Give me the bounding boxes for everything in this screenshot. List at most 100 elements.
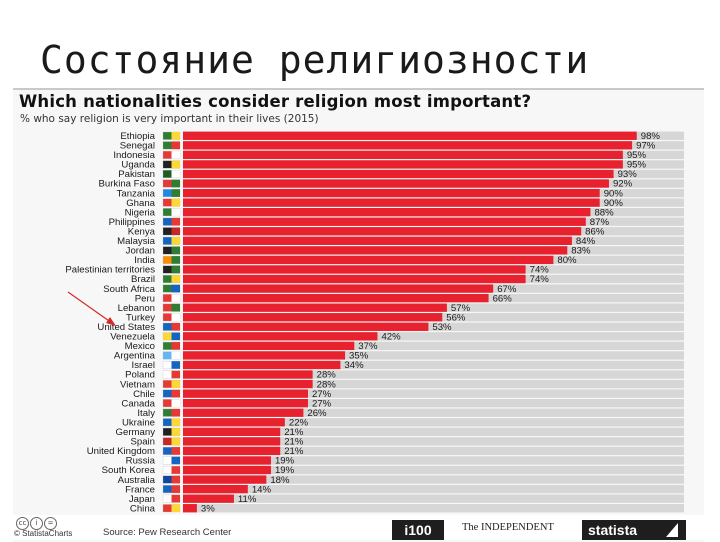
flag-icon-part [171,332,180,341]
category-label: Kenya [128,226,156,237]
bar [183,504,197,513]
annotation-arrow-head [106,317,116,326]
flag-icon-part [171,485,180,493]
value-label: 18% [270,475,290,486]
value-label: 98% [641,131,661,142]
category-label: United Kingdom [87,446,155,457]
category-label: Mexico [125,341,155,352]
flag-icon-part [171,227,180,236]
bar [183,293,489,303]
bar [183,322,429,331]
bar [183,360,341,370]
category-label: Venezuela [110,332,155,343]
value-label: 87% [590,217,610,228]
flag-icon-part [171,217,180,226]
category-label: Vietnam [120,379,155,390]
flag-icon-part [171,313,180,321]
category-label: Turkey [126,312,155,323]
bar [183,313,443,322]
bar [183,188,600,198]
bar [183,160,623,169]
value-label: 74% [530,265,550,276]
value-label: 19% [275,456,295,467]
flag-icon-part [171,370,180,379]
category-label: Lebanon [118,303,155,314]
value-label: 83% [571,246,591,257]
category-label: United States [97,322,155,333]
value-label: 28% [317,370,337,381]
bar [183,208,591,217]
category-label: Australia [118,475,156,486]
flag-icon-part [171,151,180,159]
bar [183,437,281,446]
bar [183,465,271,475]
statista-logo: statista [582,520,686,540]
category-label: Argentina [114,351,156,362]
row-track [183,446,684,456]
value-label: 11% [238,494,257,505]
annotation-arrow-line [67,291,113,324]
row-track [183,475,684,484]
value-label: 53% [432,322,452,333]
bar [183,379,313,389]
bar [183,341,355,351]
value-label: 97% [636,141,656,152]
creative-commons-icon: cc [16,517,29,530]
value-label: 57% [451,303,471,314]
statista-logo-mark [666,523,678,537]
chart-subtitle: % who say religion is very important in … [20,113,319,125]
flag-icon-part [171,418,180,427]
bar [183,141,633,150]
value-label: 95% [627,150,647,161]
category-label: Jordan [126,246,155,257]
flag-icon-part [171,170,180,178]
flag-icon-part [171,408,180,417]
bar [183,399,309,408]
flag-icon-part [171,323,180,331]
bar [183,446,281,456]
value-label: 37% [358,341,378,352]
bar [183,475,267,484]
row-track [183,322,684,331]
bar [183,227,582,236]
row-track [183,494,684,503]
value-label: 26% [307,408,327,419]
chart-title: Which nationalities consider religion mo… [19,92,532,111]
value-label: 86% [585,226,605,237]
flag-icon-part [171,275,180,283]
flag-icon-part [171,428,180,436]
value-label: 74% [530,274,550,285]
flag-icon-part [171,179,180,188]
flag-icon-part [171,208,180,216]
value-label: 21% [284,446,304,457]
bar [183,169,614,179]
flag-icon-part [171,294,180,302]
value-label: 42% [381,332,401,343]
row-track [183,465,684,475]
row-track [183,360,684,370]
category-label: Israel [132,360,155,371]
slide-title: Состояние религиозности [40,38,590,82]
flag-icon-part [171,284,180,293]
flag-icon-part [171,132,180,140]
flag-icon-part [171,456,180,465]
row-track [183,504,684,513]
flag-icon-part [171,475,180,484]
value-label: 56% [446,312,466,323]
value-label: 27% [312,398,332,409]
value-label: 22% [289,417,309,428]
category-label: France [125,484,155,495]
value-label: 95% [627,160,647,171]
category-label: Ghana [126,198,155,209]
independent-logo: The INDEPENDENT [462,522,554,533]
row-track [183,418,684,427]
bar [183,427,281,436]
row-track [183,389,684,398]
category-label: Nigeria [125,207,156,218]
chart-rows: Ethiopia 98% Senegal 97% Indonesia 95% Uganda 9… [65,131,684,514]
bar [183,150,623,160]
category-label: Brazil [131,274,155,285]
flag-icon-part [171,160,180,169]
value-label: 92% [613,179,633,190]
no-derivatives-icon: = [44,517,57,530]
